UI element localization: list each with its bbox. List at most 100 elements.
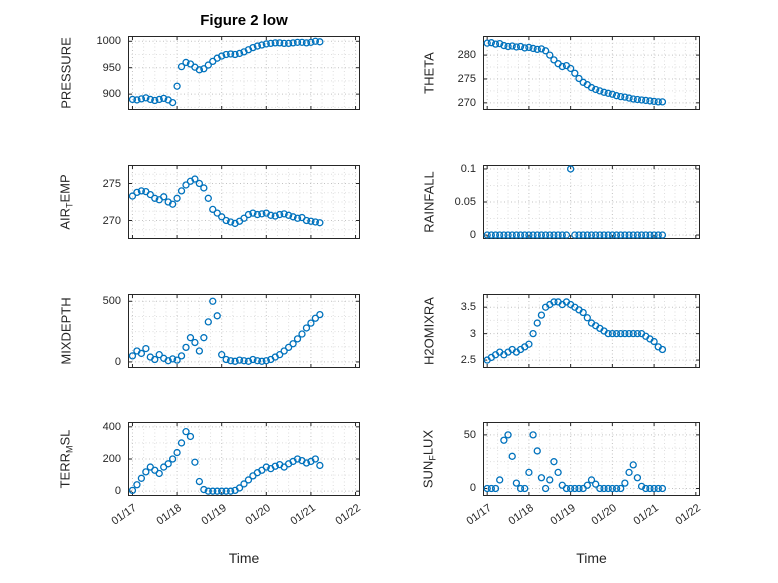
data-point-marker [575,484,583,493]
data-point-marker [629,231,637,239]
data-point-marker [646,97,654,105]
data-point-marker [280,39,288,48]
data-point-marker [562,484,571,493]
axes-box [483,422,700,496]
grid-lines [128,422,360,496]
data-point-marker [262,40,270,48]
axes-box [128,165,360,239]
y-axis-label: MIXDEPTH [59,297,74,364]
data-point-marker [658,231,667,239]
data-point-marker [521,44,529,52]
y-axis-label: AIRTEMP [58,174,75,229]
y-tick-label: 0 [469,229,476,242]
data-point-marker [307,38,315,46]
data-point-marker [625,94,633,102]
data-point-marker [650,337,658,346]
data-point-marker [222,216,230,225]
data-point-marker [200,65,208,73]
data-point-marker [579,231,587,239]
data-point-marker [302,216,311,225]
data-point-marker [504,431,512,439]
data-point-marker [284,211,293,219]
data-point-marker [512,231,521,239]
data-point-marker [500,41,508,50]
data-point-marker [235,484,244,492]
subplot-h2omixra: H2OMIXRA 2.5 3 3.5 [422,294,700,368]
data-point-marker [209,205,217,214]
x-tick-label: 01/20 [589,502,620,528]
data-point-marker [646,231,654,239]
x-tick-label: 01/22 [673,502,703,528]
plot-area [483,36,700,110]
data-point-marker [621,93,629,101]
subplot-terrmsl: TERRMSL 0 200 400 01/17 01/18 01/19 01/20 01/21 0… [58,421,363,528]
grid-lines [483,165,700,239]
x-tick-label: 01/21 [288,502,318,528]
x-tick-label: 01/19 [199,502,229,528]
data-point-marker [177,187,186,195]
data-point-marker [554,468,562,477]
data-point-marker [316,219,324,227]
y-axis-label-text: TERR [57,453,73,489]
data-point-marker [128,95,137,104]
data-point-marker [204,194,212,202]
data-point-marker [168,200,177,208]
data-point-marker [508,452,516,460]
y-tick-label: 0 [469,482,476,495]
data-point-marker [289,213,297,221]
data-point-marker [637,482,646,490]
data-point-marker [231,357,239,365]
data-point-marker [629,329,637,338]
y-axis-label: PRESSURE [59,37,74,109]
data-points [483,431,667,493]
data-point-marker [521,231,529,239]
x-tick-label: 01/17 [464,502,495,528]
data-point-marker [160,193,168,201]
data-point-marker [496,476,504,484]
data-point-marker [244,476,253,484]
data-point-marker [604,329,612,338]
data-point-marker [571,484,579,493]
data-point-marker [541,47,550,55]
data-point-marker [191,458,199,466]
plot-area [128,165,360,239]
y-tick-label: 200 [102,453,121,465]
data-point-marker [316,461,324,470]
x-axis-label-right: Time [576,550,607,566]
data-point-marker [168,98,177,107]
data-point-marker [316,310,324,319]
data-point-marker [316,38,324,46]
y-axis-label-text: LUX [420,429,436,456]
data-point-marker [173,448,181,457]
data-point-marker [293,214,302,222]
data-point-marker [209,487,217,495]
data-point-marker [235,49,244,58]
data-point-marker [625,329,633,338]
y-axis-label-text: THETA [421,52,437,94]
data-point-marker [625,468,633,477]
data-point-marker [289,39,297,47]
y-tick-label: 1000 [96,35,121,48]
data-point-marker [226,218,235,226]
data-point-marker [133,96,141,104]
data-point-marker [600,88,608,96]
data-point-marker [529,44,537,53]
data-point-marker [311,37,320,45]
data-point-marker [537,45,546,53]
y-tick-label: 270 [457,96,476,109]
data-point-marker [483,484,491,493]
data-point-marker [133,481,141,489]
data-point-marker [529,329,537,338]
data-point-marker [253,42,262,50]
data-points [483,298,667,364]
data-point-marker [128,192,137,200]
data-point-marker [142,344,150,353]
data-point-marker [182,428,190,436]
data-point-marker [604,231,612,239]
data-point-marker [491,40,500,48]
y-tick-label: 900 [102,88,121,101]
data-point-marker [500,436,508,444]
data-point-marker [621,329,629,338]
data-point-marker [592,480,600,488]
y-axis-label-subscript: F [427,455,438,461]
